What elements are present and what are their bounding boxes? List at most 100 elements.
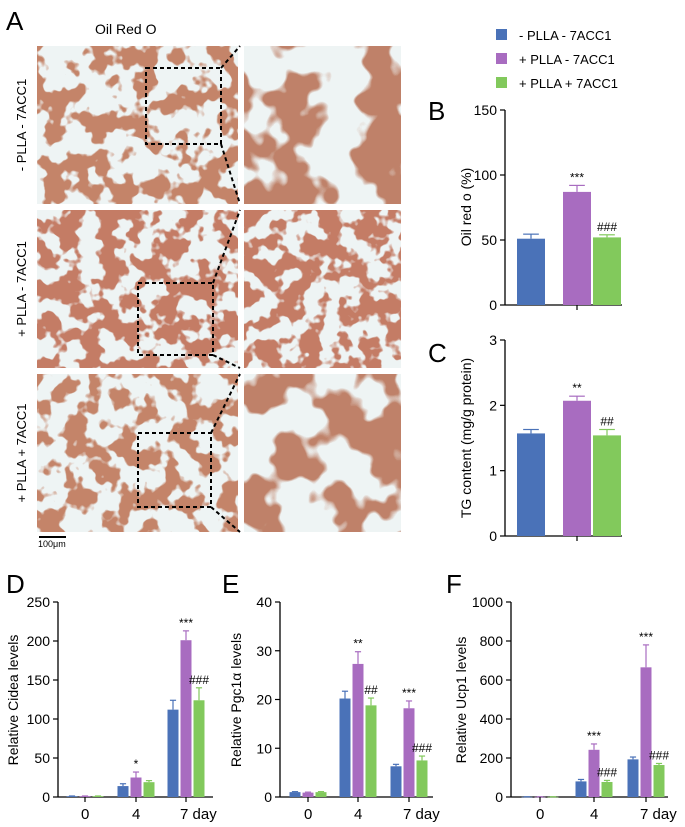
row-label-3: + PLLA + 7ACC1 bbox=[14, 403, 29, 502]
significance-label: ### bbox=[412, 741, 432, 755]
y-tick-label: 3 bbox=[489, 332, 497, 348]
y-tick-label: 0 bbox=[495, 789, 503, 805]
y-tick-label: 150 bbox=[27, 672, 51, 688]
bar bbox=[339, 698, 351, 797]
legend: - PLLA - 7ACC1 + PLLA - 7ACC1 + PLLA + 7… bbox=[496, 28, 618, 91]
bar bbox=[117, 786, 129, 797]
scale-bar-label: 100μm bbox=[38, 539, 66, 549]
legend-label-2: + PLLA - 7ACC1 bbox=[519, 52, 615, 67]
row-label-1: - PLLA - 7ACC1 bbox=[14, 79, 29, 172]
significance-label: ** bbox=[353, 637, 363, 651]
y-axis-label: Relative Ucp1 levels bbox=[453, 637, 469, 764]
panel-label-f: F bbox=[446, 569, 462, 599]
bar bbox=[390, 766, 402, 797]
bar bbox=[289, 792, 301, 797]
significance-label: *** bbox=[402, 686, 416, 700]
y-tick-label: 40 bbox=[256, 594, 272, 610]
y-tick-label: 50 bbox=[34, 750, 50, 766]
micrograph-row-1 bbox=[37, 46, 401, 204]
legend-swatch-2 bbox=[496, 53, 507, 64]
legend-swatch-3 bbox=[496, 77, 507, 88]
bar bbox=[167, 709, 179, 797]
bar bbox=[575, 781, 587, 797]
significance-label: ** bbox=[572, 381, 582, 395]
y-tick-label: 400 bbox=[480, 711, 504, 727]
x-tick-label: 7 day bbox=[403, 806, 440, 823]
row-label-2: + PLLA - 7ACC1 bbox=[14, 241, 29, 337]
bar bbox=[588, 749, 600, 797]
panel-label-b: B bbox=[428, 96, 445, 126]
y-tick-label: 800 bbox=[480, 633, 504, 649]
y-tick-label: 100 bbox=[27, 711, 51, 727]
panel-label-d: D bbox=[6, 569, 25, 599]
y-axis-label: TG content (mg/g protein) bbox=[458, 358, 474, 518]
bar bbox=[365, 705, 377, 797]
significance-label: *** bbox=[587, 729, 601, 743]
y-tick-label: 600 bbox=[480, 672, 504, 688]
y-tick-label: 30 bbox=[256, 643, 272, 659]
significance-label: *** bbox=[639, 630, 653, 644]
y-tick-label: 1 bbox=[489, 463, 497, 479]
bar bbox=[640, 667, 652, 797]
bar bbox=[593, 435, 621, 536]
bar bbox=[193, 700, 205, 797]
panel-label-e: E bbox=[222, 569, 239, 599]
bar bbox=[517, 238, 545, 305]
y-axis-label: Relative Pgc1α levels bbox=[228, 633, 244, 767]
y-tick-label: 150 bbox=[474, 102, 498, 118]
bar bbox=[92, 796, 104, 797]
y-tick-label: 50 bbox=[481, 232, 497, 248]
y-tick-label: 0 bbox=[264, 789, 272, 805]
y-tick-label: 10 bbox=[256, 740, 272, 756]
significance-label: ### bbox=[189, 673, 209, 687]
bar bbox=[563, 191, 591, 305]
bar bbox=[66, 796, 78, 797]
y-tick-label: 200 bbox=[480, 750, 504, 766]
y-tick-label: 0 bbox=[42, 789, 50, 805]
bar bbox=[627, 759, 639, 797]
x-tick-label: 4 bbox=[132, 806, 140, 823]
x-tick-label: 0 bbox=[81, 806, 89, 823]
significance-label: *** bbox=[179, 616, 193, 630]
y-tick-label: 1000 bbox=[472, 594, 503, 610]
significance-label: ### bbox=[597, 220, 617, 234]
chart-f: 0 200 400 600 800 1000 Relative Ucp1 levels ***… bbox=[453, 594, 677, 823]
x-tick-label: 0 bbox=[536, 806, 544, 823]
bar bbox=[352, 663, 364, 797]
bar bbox=[180, 640, 192, 797]
significance-label: ### bbox=[597, 765, 617, 779]
panel-label-a: A bbox=[6, 6, 24, 36]
y-tick-label: 250 bbox=[27, 594, 51, 610]
bar bbox=[302, 792, 314, 797]
y-tick-label: 0 bbox=[489, 297, 497, 313]
significance-label: ### bbox=[649, 748, 669, 762]
x-tick-label: 4 bbox=[354, 806, 362, 823]
y-tick-label: 2 bbox=[489, 397, 497, 413]
panel-label-c: C bbox=[428, 338, 447, 368]
y-tick-label: 0 bbox=[489, 528, 497, 544]
bar bbox=[563, 400, 591, 536]
bar bbox=[130, 777, 142, 797]
significance-label: * bbox=[134, 757, 139, 771]
stain-title: Oil Red O bbox=[95, 21, 157, 37]
bar bbox=[79, 796, 91, 797]
x-tick-label: 7 day bbox=[180, 806, 217, 823]
chart-c: 0 1 2 3 TG content (mg/g protein) ** ## bbox=[458, 332, 622, 544]
significance-label: ## bbox=[364, 683, 378, 697]
y-tick-label: 100 bbox=[474, 167, 498, 183]
x-tick-label: 0 bbox=[304, 806, 312, 823]
chart-b: 0 50 100 150 Oil red o (%) *** ### bbox=[458, 102, 622, 313]
bar bbox=[143, 782, 155, 797]
bar bbox=[653, 765, 665, 797]
x-tick-label: 4 bbox=[590, 806, 598, 823]
bar bbox=[315, 792, 327, 797]
bar bbox=[403, 708, 415, 797]
bar bbox=[593, 237, 621, 305]
significance-label: ## bbox=[600, 415, 614, 429]
micrograph-row-2 bbox=[37, 210, 401, 368]
micrograph-row-3 bbox=[37, 374, 401, 532]
legend-label-3: + PLLA + 7ACC1 bbox=[519, 76, 618, 91]
zoom-boxes bbox=[137, 45, 241, 533]
